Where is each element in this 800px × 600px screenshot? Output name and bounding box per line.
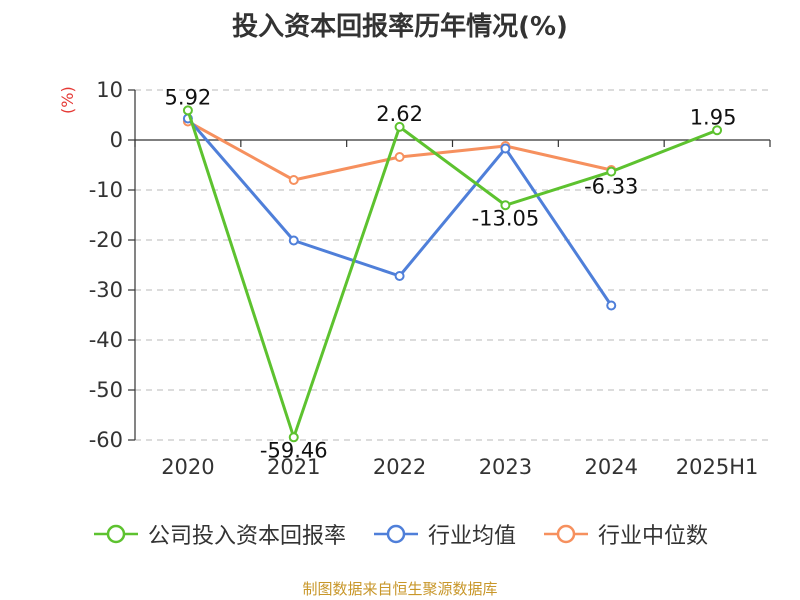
data-label: 1.95 [690, 105, 737, 129]
data-point-1 [394, 271, 405, 281]
axis-layer: 10 0 -10 -20 -30 -40 -50 -60 2020 2021 2022 2023 202… [89, 78, 771, 479]
legend-swatch-company [93, 524, 138, 544]
data-label-layer: 5.92 -59.46 2.62 -13.05 -6.33 1.95 [165, 85, 737, 462]
x-tick-label: 2021 [267, 455, 320, 479]
y-tick-label: -10 [89, 178, 123, 202]
legend-item-industry-mean[interactable]: 行业均值 [372, 518, 516, 550]
data-point-1 [288, 235, 299, 246]
legend-item-company[interactable]: 公司投入资本回报率 [92, 518, 346, 550]
data-point-1 [606, 300, 617, 311]
data-label: -59.46 [260, 438, 328, 462]
y-tick-label: 10 [96, 78, 123, 102]
data-point-0 [712, 125, 723, 136]
data-point-0 [182, 105, 193, 116]
x-tick-label: 2020 [161, 455, 214, 479]
x-tick-label: 2022 [373, 455, 426, 479]
data-label: -13.05 [472, 206, 540, 230]
y-tick-label: -50 [89, 378, 123, 402]
y-tick-label: -20 [89, 228, 123, 252]
legend-item-industry-median[interactable]: 行业中位数 [542, 518, 708, 550]
data-point-2 [288, 175, 299, 185]
y-tick-label: -40 [89, 328, 123, 352]
series-line-0 [186, 109, 718, 439]
legend-label-industry-median: 行业中位数 [598, 524, 709, 549]
data-label: -6.33 [584, 175, 638, 199]
data-label: 5.92 [165, 85, 212, 109]
data-label: 2.62 [376, 102, 423, 126]
legend: 公司投入资本回报率 行业均值 行业中位数 [0, 518, 800, 550]
legend-swatch-industry-mean [373, 524, 418, 544]
legend-swatch-industry-median [544, 524, 588, 544]
data-point-0 [606, 166, 617, 177]
y-tick-label: -30 [89, 278, 123, 302]
data-point-2 [394, 152, 405, 162]
source-note: 制图数据来自恒生聚源数据库 [302, 580, 498, 598]
data-point-0 [394, 121, 405, 132]
grid-layer [135, 89, 770, 441]
data-point-0 [500, 200, 511, 211]
data-point-1 [500, 143, 511, 154]
x-tick-label: 2025H1 [676, 455, 759, 479]
data-point-0 [288, 432, 299, 443]
legend-label-industry-mean: 行业均值 [427, 524, 516, 549]
y-tick-label: -60 [89, 428, 123, 452]
chart-title: 投入资本回报率历年情况(%) [232, 12, 568, 42]
legend-label-company: 公司投入资本回报率 [147, 524, 346, 549]
x-tick-label: 2023 [479, 455, 532, 479]
series-layer [182, 105, 723, 443]
y-tick-label: 0 [110, 128, 123, 152]
x-tick-label: 2024 [585, 455, 638, 479]
